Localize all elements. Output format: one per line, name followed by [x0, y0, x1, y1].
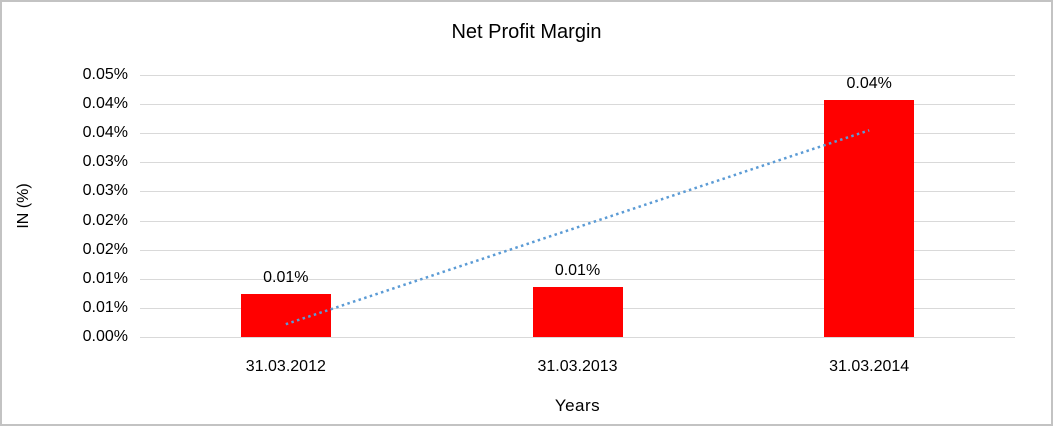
bar-31.03.2013 — [532, 286, 623, 337]
y-tick-label: 0.01% — [82, 269, 128, 287]
gridline — [140, 133, 1015, 135]
gridline — [140, 75, 1015, 76]
y-tick-label: 0.03% — [82, 153, 128, 171]
chart-title: Net Profit Margin — [451, 21, 602, 43]
data-label: 0.01% — [554, 261, 601, 279]
x-tick-label: 31.03.2014 — [829, 358, 910, 375]
gridline — [140, 191, 1015, 193]
y-tick-label: 0.04% — [82, 124, 128, 142]
gridline — [140, 249, 1015, 251]
trendline — [285, 129, 870, 326]
x-tick-label: 31.03.2013 — [537, 358, 618, 375]
y-tick-label: 0.05% — [82, 66, 128, 83]
y-tick-label: 0.03% — [82, 182, 128, 200]
bar-31.03.2014 — [824, 100, 915, 337]
y-axis-ticks: 0.05% 0.04% 0.04% 0.03% 0.03% 0.02% 0.02% 0.01%… — [2, 66, 128, 345]
gridline — [140, 104, 1015, 106]
y-tick-label: 0.02% — [82, 211, 128, 229]
trendline-segment — [285, 129, 870, 326]
plot-area: 0.01% 0.01% 0.04% — [140, 75, 1015, 338]
gridline — [140, 220, 1015, 222]
x-tick-label: 31.03.2012 — [245, 358, 326, 375]
x-axis-title: Years — [554, 396, 601, 415]
x-axis-labels: 31.03.2012 31.03.2013 31.03.2014 — [140, 358, 1015, 380]
gridline — [140, 337, 1015, 338]
y-tick-label: 0.01% — [82, 298, 128, 316]
gridline — [140, 278, 1015, 280]
gridline — [140, 162, 1015, 164]
data-label: 0.01% — [263, 268, 309, 286]
y-tick-label: 0.04% — [82, 95, 128, 113]
y-tick-label: 0.00% — [82, 328, 128, 345]
data-label: 0.04% — [846, 75, 892, 93]
y-tick-label: 0.02% — [82, 240, 128, 258]
